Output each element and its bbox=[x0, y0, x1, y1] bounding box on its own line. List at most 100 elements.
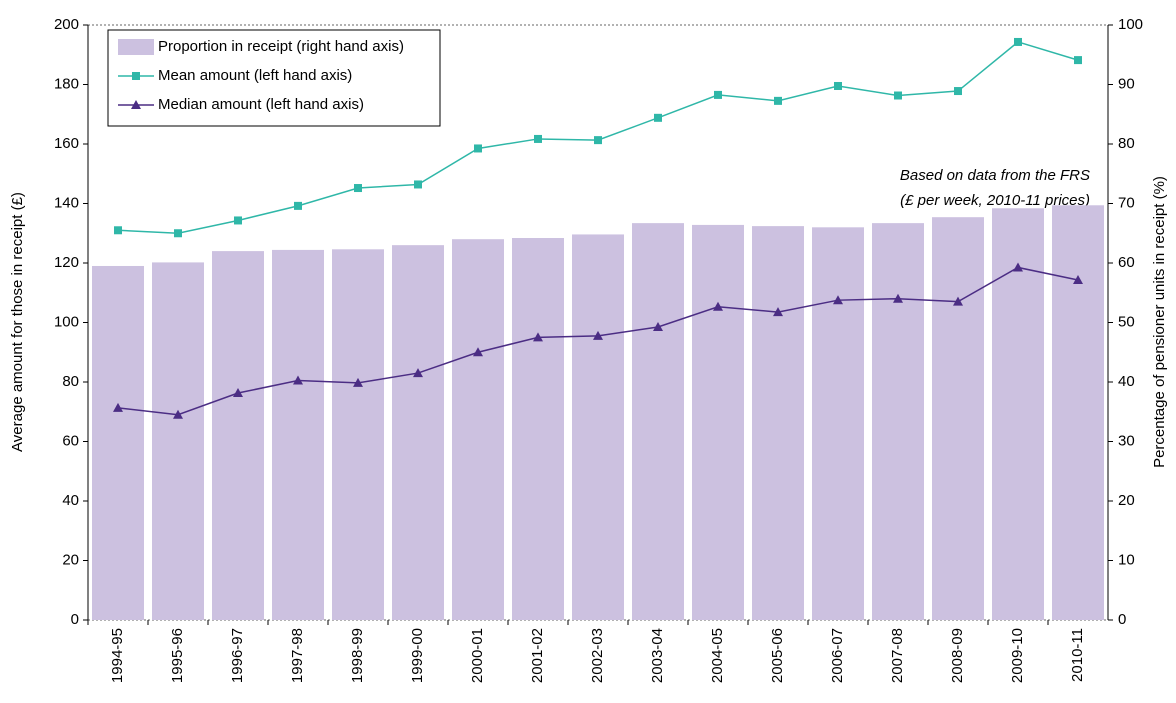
y2-tick-label: 100 bbox=[1118, 16, 1143, 33]
x-tick-label: 1998-99 bbox=[349, 628, 366, 683]
bar bbox=[812, 227, 864, 621]
bar bbox=[632, 223, 684, 620]
line-marker bbox=[234, 216, 242, 225]
y-tick-label: 20 bbox=[62, 551, 79, 568]
line-marker bbox=[953, 296, 963, 306]
x-tick-label: 1994-95 bbox=[109, 628, 126, 683]
bar bbox=[92, 265, 144, 620]
x-tick-label: 2003-04 bbox=[649, 628, 666, 683]
legend-label: Median amount (left hand axis) bbox=[158, 96, 364, 113]
line-marker bbox=[113, 402, 123, 412]
line-marker bbox=[714, 90, 722, 99]
y-tick-label: 140 bbox=[54, 194, 79, 211]
line-marker bbox=[653, 321, 663, 331]
line-marker bbox=[773, 307, 783, 317]
line-marker bbox=[833, 295, 843, 305]
y2-tick-label: 20 bbox=[1118, 492, 1135, 509]
line-marker bbox=[893, 293, 903, 303]
bar bbox=[452, 239, 504, 620]
line-marker bbox=[1014, 37, 1022, 46]
x-tick-label: 2008-09 bbox=[949, 628, 966, 683]
line-marker bbox=[294, 201, 302, 210]
legend-marker bbox=[132, 72, 140, 80]
bar bbox=[512, 238, 564, 620]
bar bbox=[572, 234, 624, 620]
y2-tick-label: 90 bbox=[1118, 75, 1135, 92]
y2-tick-label: 40 bbox=[1118, 373, 1135, 390]
y-tick-label: 80 bbox=[62, 373, 79, 390]
line-marker bbox=[894, 91, 902, 100]
x-tick-label: 2006-07 bbox=[829, 628, 846, 683]
x-tick-label: 1996-97 bbox=[229, 628, 246, 683]
y-tick-label: 0 bbox=[71, 611, 79, 628]
x-tick-label: 2001-02 bbox=[529, 628, 546, 683]
legend-swatch bbox=[118, 39, 154, 55]
line-marker bbox=[233, 388, 243, 398]
y-tick-label: 60 bbox=[62, 432, 79, 449]
x-tick-label: 2007-08 bbox=[889, 628, 906, 683]
line-marker bbox=[774, 96, 782, 105]
y2-tick-label: 70 bbox=[1118, 194, 1135, 211]
line-marker bbox=[174, 229, 182, 238]
x-tick-label: 2000-01 bbox=[469, 628, 486, 683]
x-tick-label: 2005-06 bbox=[769, 628, 786, 683]
line-marker bbox=[533, 332, 543, 342]
line-marker bbox=[654, 113, 662, 122]
line-marker bbox=[1013, 262, 1023, 272]
y2-tick-label: 60 bbox=[1118, 254, 1135, 271]
y2-tick-label: 10 bbox=[1118, 551, 1135, 568]
x-tick-label: 1995-96 bbox=[169, 628, 186, 683]
line-marker bbox=[114, 226, 122, 235]
y-axis-title: Average amount for those in receipt (£) bbox=[9, 192, 26, 452]
line-marker bbox=[954, 87, 962, 96]
bar bbox=[692, 224, 744, 621]
bar bbox=[212, 251, 264, 620]
line-marker bbox=[1073, 274, 1083, 284]
bar bbox=[152, 262, 204, 620]
x-tick-label: 2004-05 bbox=[709, 628, 726, 683]
x-tick-label: 1999-00 bbox=[409, 628, 426, 683]
y2-tick-label: 80 bbox=[1118, 135, 1135, 152]
line-marker bbox=[834, 81, 842, 90]
y2-axis-title: Percentage of pensioner units in receipt… bbox=[1151, 176, 1168, 468]
line-marker bbox=[473, 347, 483, 357]
y-tick-label: 100 bbox=[54, 313, 79, 330]
y-tick-label: 180 bbox=[54, 75, 79, 92]
line-marker bbox=[1074, 56, 1082, 65]
bar bbox=[392, 245, 444, 620]
bar bbox=[872, 223, 924, 620]
bar bbox=[932, 217, 984, 620]
x-tick-label: 1997-98 bbox=[289, 628, 306, 683]
line-marker bbox=[173, 409, 183, 419]
line-marker bbox=[713, 301, 723, 311]
y-tick-label: 120 bbox=[54, 254, 79, 271]
line-marker bbox=[534, 134, 542, 143]
y2-tick-label: 30 bbox=[1118, 432, 1135, 449]
line-marker bbox=[353, 377, 363, 387]
legend-label: Mean amount (left hand axis) bbox=[158, 67, 352, 84]
annotation: Based on data from the FRS bbox=[900, 167, 1090, 184]
legend-label: Proportion in receipt (right hand axis) bbox=[158, 38, 404, 55]
annotation: (£ per week, 2010-11 prices) bbox=[900, 192, 1090, 209]
y2-tick-label: 50 bbox=[1118, 313, 1135, 330]
line-marker bbox=[413, 368, 423, 378]
y2-tick-label: 0 bbox=[1118, 611, 1126, 628]
y-tick-label: 160 bbox=[54, 135, 79, 152]
line-marker bbox=[293, 375, 303, 385]
x-tick-label: 2009-10 bbox=[1009, 628, 1026, 683]
x-tick-label: 2002-03 bbox=[589, 628, 606, 683]
line-marker bbox=[594, 136, 602, 145]
line-marker bbox=[414, 180, 422, 189]
line-marker bbox=[593, 330, 603, 340]
y-tick-label: 200 bbox=[54, 16, 79, 33]
legend-marker bbox=[131, 100, 141, 109]
bar bbox=[1052, 205, 1104, 620]
bar bbox=[332, 249, 384, 620]
bar bbox=[752, 226, 804, 621]
line-marker bbox=[474, 144, 482, 153]
bar bbox=[272, 249, 324, 620]
line-marker bbox=[354, 184, 362, 193]
x-tick-label: 2010-11 bbox=[1069, 628, 1086, 682]
legend-box bbox=[107, 29, 441, 127]
